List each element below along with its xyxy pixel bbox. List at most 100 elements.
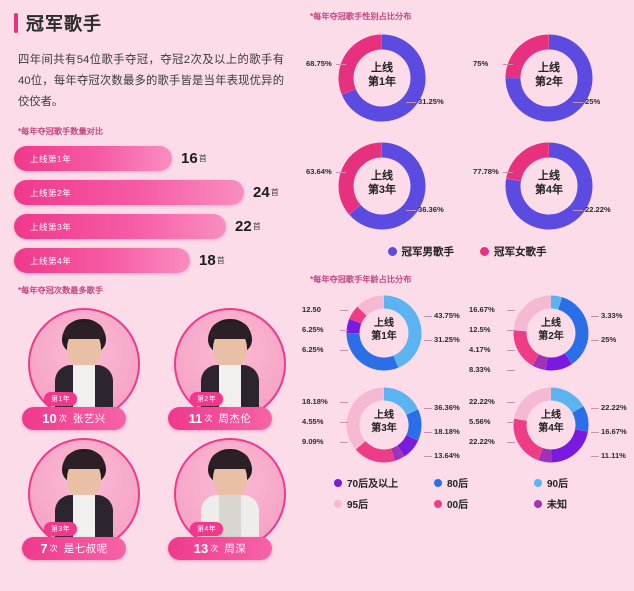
singer-card[interactable]: 第4年 13 次周深 bbox=[160, 434, 296, 562]
singer-card[interactable]: 第1年 10 次张艺兴 bbox=[14, 304, 150, 432]
leader-line bbox=[340, 310, 348, 311]
legend-row: 95后 00后 未知 bbox=[300, 496, 634, 511]
leader-line bbox=[406, 102, 416, 104]
card-win-unit: 次 bbox=[204, 413, 213, 423]
donut-wrap: 上线 第4年 22.22% 5.56% 22.22% 22.22% 16.67% 11.11% bbox=[467, 377, 634, 469]
gender-donut: 上线 第4年 77.78% 22.22% bbox=[467, 130, 634, 238]
donut-segment bbox=[341, 34, 426, 122]
leader-line bbox=[340, 442, 348, 443]
bar-label: 上线第2年 bbox=[30, 187, 72, 198]
donut-segment bbox=[514, 387, 552, 422]
bar-value: 24 bbox=[253, 184, 270, 202]
legend-item: 未知 bbox=[534, 496, 634, 511]
card-singer-name: 周深 bbox=[224, 542, 247, 555]
donut-pct-left: 75% bbox=[473, 58, 489, 68]
age-donut: 上线 第2年 16.67% 12.5% 4.17% 8.33% 3.33% 25% bbox=[467, 285, 634, 377]
donut-pct-right: 16.67% bbox=[601, 427, 627, 436]
donut-svg bbox=[346, 295, 422, 371]
left-column: 冠军歌手 四年间共有54位歌手夺冠，夺冠2次及以上的歌手有40位，每年夺冠次数最… bbox=[0, 0, 300, 591]
donut-pct-left: 18.18% bbox=[302, 397, 328, 406]
leader-line bbox=[424, 408, 432, 409]
card-year-badge: 第2年 bbox=[190, 391, 224, 406]
donut-segment bbox=[550, 295, 562, 310]
gender-donut-grid: 上线 第1年 68.75% 31.25% 上线 第2年 75% 25% 上线 第3年 63.64% 3… bbox=[300, 22, 634, 238]
leader-line bbox=[591, 432, 599, 433]
donut-wrap: 上线 第4年 77.78% 22.22% bbox=[467, 130, 634, 238]
bar-unit: 首 bbox=[252, 222, 261, 232]
donut-segment bbox=[357, 295, 385, 316]
leader-line bbox=[340, 330, 348, 331]
donut-pct-left: 6.25% bbox=[302, 345, 324, 354]
leader-line bbox=[507, 370, 515, 371]
gender-donut: 上线 第1年 68.75% 31.25% bbox=[300, 22, 467, 130]
donut-segment bbox=[346, 387, 385, 450]
donut-segment bbox=[346, 332, 399, 371]
avatar bbox=[28, 437, 140, 550]
leader-line bbox=[503, 63, 513, 65]
accent-bar-icon bbox=[14, 13, 18, 33]
donut-segment bbox=[505, 34, 593, 122]
singer-card[interactable]: 第2年 11 次周杰伦 bbox=[160, 304, 296, 432]
bar-fill: 上线第1年 bbox=[14, 146, 172, 172]
fringe-shape bbox=[64, 451, 104, 469]
leader-line bbox=[424, 316, 432, 317]
donut-segment bbox=[355, 440, 395, 463]
bar-row: 上线第2年 24 首 bbox=[14, 180, 300, 206]
legend-label: 00后 bbox=[447, 500, 469, 511]
legend-item: 00后 bbox=[434, 496, 534, 511]
card-name-pill: 7 次是七叔呢 bbox=[22, 536, 126, 560]
legend-color-dot bbox=[387, 247, 397, 256]
legend-color-dot bbox=[434, 478, 442, 487]
fringe-shape bbox=[64, 321, 104, 339]
leader-line bbox=[507, 310, 515, 311]
card-year-badge: 第1年 bbox=[44, 391, 78, 406]
legend-label: 95后 bbox=[347, 500, 369, 511]
fringe-shape bbox=[210, 451, 250, 469]
leader-line bbox=[507, 422, 515, 423]
donut-pct-left: 22.22% bbox=[469, 437, 495, 446]
bar-value: 18 bbox=[199, 252, 216, 270]
leader-line bbox=[340, 422, 348, 423]
leader-line bbox=[503, 171, 513, 173]
gender-legend: 冠军男歌手 冠军女歌手 bbox=[300, 244, 634, 259]
legend-color-dot bbox=[480, 247, 489, 256]
singer-card[interactable]: 第3年 7 次是七叔呢 bbox=[14, 434, 150, 562]
donut-segment bbox=[506, 142, 550, 182]
bar-unit: 首 bbox=[270, 188, 279, 198]
donut-pct-left: 5.56% bbox=[469, 417, 491, 426]
card-singer-name: 张艺兴 bbox=[72, 412, 106, 425]
bar-row: 上线第3年 22 首 bbox=[14, 214, 300, 240]
donut-pct-right: 22.22% bbox=[601, 403, 627, 412]
bar-value: 22 bbox=[235, 218, 252, 236]
card-win-count: 7 bbox=[40, 540, 48, 556]
donut-wrap: 上线 第2年 16.67% 12.5% 4.17% 8.33% 3.33% 25% bbox=[467, 285, 634, 377]
donut-segment bbox=[532, 354, 548, 371]
donut-pct-right: 43.75% bbox=[434, 311, 460, 320]
donut-segment bbox=[383, 387, 419, 416]
leader-line bbox=[406, 210, 416, 212]
leader-line bbox=[591, 340, 599, 341]
donut-pct-right: 3.33% bbox=[601, 311, 623, 320]
donut-segment bbox=[513, 295, 552, 332]
legend-item: 70后及以上 bbox=[334, 475, 434, 490]
leader-line bbox=[591, 456, 599, 457]
donut-pct-left: 77.78% bbox=[473, 166, 499, 176]
donut-svg bbox=[338, 142, 426, 230]
leader-line bbox=[591, 316, 599, 317]
leader-line bbox=[340, 402, 348, 403]
donut-segment bbox=[338, 34, 383, 95]
donut-pct-right: 25% bbox=[601, 335, 617, 344]
donut-segment bbox=[505, 142, 593, 230]
age-chart-note: *每年夺冠歌手年龄占比分布 bbox=[310, 275, 412, 284]
bar-label: 上线第1年 bbox=[30, 153, 72, 164]
donut-pct-left: 4.55% bbox=[302, 417, 324, 426]
card-win-unit: 次 bbox=[49, 543, 58, 553]
bar-row: 上线第4年 18 首 bbox=[14, 248, 300, 274]
donut-segment bbox=[346, 318, 362, 334]
bar-value: 16 bbox=[181, 150, 198, 168]
bar-fill: 上线第4年 bbox=[14, 248, 190, 274]
donut-pct-left: 6.25% bbox=[302, 325, 324, 334]
legend-row: 70后及以上 80后 90后 bbox=[300, 475, 634, 490]
shirt-shape bbox=[73, 494, 95, 548]
age-legend: 70后及以上 80后 90后 95后 00后 未知 bbox=[300, 475, 634, 511]
